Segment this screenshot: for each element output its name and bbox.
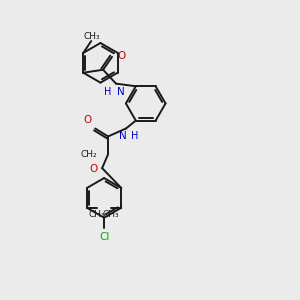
Text: N: N	[117, 87, 125, 97]
Text: H: H	[104, 87, 111, 97]
Text: CH₃: CH₃	[103, 210, 119, 219]
Text: O: O	[89, 164, 97, 174]
Text: Cl: Cl	[99, 232, 109, 242]
Text: O: O	[83, 115, 91, 124]
Text: CH₃: CH₃	[89, 210, 105, 219]
Text: CH₂: CH₂	[80, 150, 97, 159]
Text: H: H	[131, 130, 138, 140]
Text: O: O	[117, 51, 125, 61]
Text: N: N	[119, 130, 127, 140]
Text: CH₃: CH₃	[84, 32, 101, 40]
